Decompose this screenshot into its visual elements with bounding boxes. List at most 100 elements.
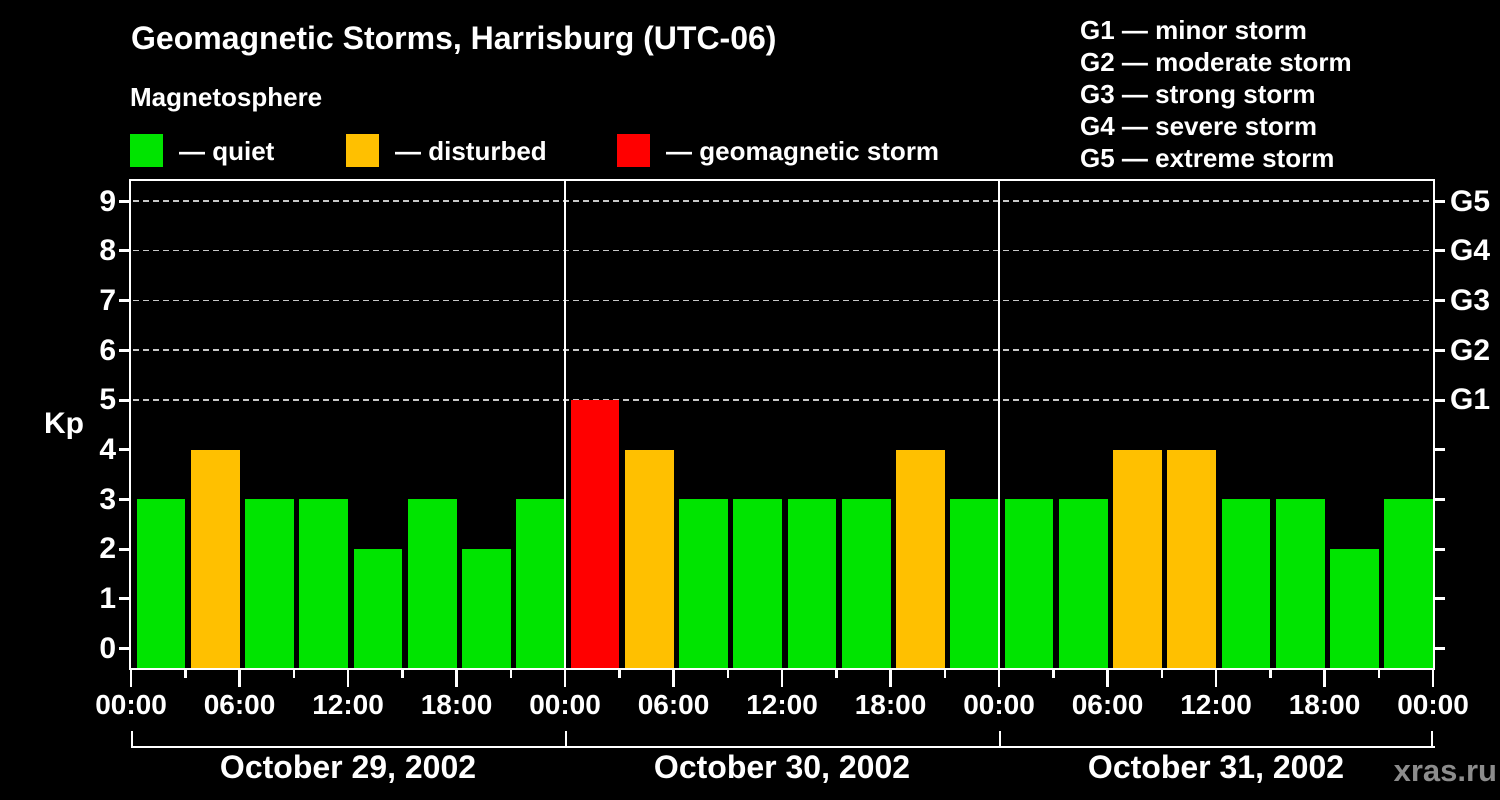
kp-bar-day2-12h-kp3 — [787, 499, 837, 668]
y-tick-right-kp6 — [1435, 348, 1445, 352]
y-tick-right-kp2 — [1435, 547, 1445, 551]
x-tick-minor — [1377, 670, 1380, 678]
day-bracket-line — [131, 746, 1435, 748]
x-tick-label-20: 12:00 — [1180, 689, 1252, 721]
right-axis-label-g5: G5 — [1450, 184, 1491, 218]
kp-bar-day1-21h-kp3 — [516, 499, 565, 668]
x-tick-major — [889, 670, 892, 687]
plot-border-top — [129, 179, 1435, 181]
day-label-1: October 29, 2002 — [219, 749, 477, 786]
x-tick-label-4: 12:00 — [312, 689, 384, 721]
kp-bar-day3-21h-kp3 — [1384, 499, 1433, 668]
right-axis-label-g4: G4 — [1450, 234, 1491, 268]
right-axis-label-g1: G1 — [1450, 383, 1491, 417]
kp-bar-day3-15h-kp3 — [1275, 499, 1325, 668]
y-tick-right-kp1 — [1435, 597, 1445, 601]
y-axis-title: Kp — [44, 407, 84, 441]
day-bracket-tick — [565, 731, 567, 746]
kp-bar-day2-6h-kp3 — [679, 499, 728, 668]
x-tick-label-6: 18:00 — [420, 689, 493, 721]
legend-swatch-storm — [617, 134, 650, 167]
x-tick-major — [129, 670, 133, 687]
y-tick-left-kp1 — [119, 597, 129, 601]
day-label-3: October 31, 2002 — [1087, 749, 1345, 786]
day-separator — [998, 181, 1000, 668]
x-tick-label-22: 18:00 — [1288, 689, 1361, 721]
chart-subtitle: Magnetosphere — [130, 82, 323, 113]
x-tick-minor — [1052, 670, 1055, 678]
x-tick-label-12: 12:00 — [746, 689, 818, 721]
y-tick-label-kp9: 9 — [99, 184, 116, 218]
y-tick-label-kp0: 0 — [99, 631, 116, 665]
x-tick-major — [780, 670, 784, 687]
x-tick-label-2: 06:00 — [203, 689, 276, 721]
x-tick-label-8: 00:00 — [529, 689, 601, 721]
legend-swatch-disturbed — [346, 134, 379, 167]
y-tick-left-kp4 — [119, 448, 129, 452]
gscale-legend-g1: G1 — minor storm — [1080, 14, 1307, 45]
x-tick-major — [563, 670, 567, 687]
gscale-legend-g5: G5 — extreme storm — [1080, 142, 1335, 173]
gridline-kp6 — [133, 349, 1433, 351]
gridline-kp8 — [133, 249, 1433, 252]
y-tick-right-kp7 — [1435, 299, 1445, 303]
plot-border-right — [1433, 179, 1435, 670]
y-tick-right-kp4 — [1435, 448, 1445, 452]
x-tick-major — [238, 670, 241, 687]
kp-bar-day1-12h-kp2 — [353, 549, 403, 668]
x-tick-label-24: 00:00 — [1397, 689, 1469, 721]
kp-bar-day2-21h-kp3 — [950, 499, 999, 668]
y-tick-left-kp0 — [119, 647, 129, 650]
watermark: xras.ru — [1393, 752, 1497, 788]
x-tick-major — [1323, 670, 1326, 687]
y-tick-right-kp8 — [1435, 249, 1445, 253]
y-tick-left-kp3 — [119, 497, 129, 501]
x-tick-minor — [509, 670, 512, 678]
x-tick-label-14: 18:00 — [854, 689, 927, 721]
x-tick-label-18: 06:00 — [1071, 689, 1144, 721]
x-tick-minor — [835, 670, 838, 678]
x-tick-label-0: 00:00 — [95, 689, 167, 721]
plot-border-left — [129, 179, 131, 670]
y-tick-left-kp8 — [119, 249, 129, 253]
y-tick-label-kp7: 7 — [99, 283, 116, 317]
legend-label-disturbed: — disturbed — [395, 135, 547, 166]
kp-bar-day1-6h-kp3 — [245, 499, 294, 668]
y-tick-left-kp5 — [119, 398, 129, 402]
day-label-2: October 30, 2002 — [653, 749, 911, 786]
y-tick-label-kp1: 1 — [99, 582, 116, 616]
day-separator — [564, 181, 566, 668]
x-tick-major — [1214, 670, 1218, 687]
kp-bar-day1-3h-kp4 — [190, 449, 240, 668]
kp-bar-day3-18h-kp2 — [1330, 549, 1379, 668]
x-tick-major — [346, 670, 350, 687]
gscale-legend-g2: G2 — moderate storm — [1080, 46, 1352, 77]
kp-bar-day2-3h-kp4 — [624, 449, 674, 668]
kp-bar-day2-0h-kp5 — [570, 400, 620, 668]
x-tick-label-16: 00:00 — [963, 689, 1035, 721]
kp-bar-day2-15h-kp3 — [841, 499, 891, 668]
y-tick-left-kp6 — [119, 348, 129, 352]
x-tick-major — [1106, 670, 1109, 687]
gridline-kp5 — [133, 399, 1433, 401]
kp-bar-day2-18h-kp4 — [896, 449, 945, 668]
gridline-kp7 — [133, 299, 1433, 302]
x-tick-minor — [1269, 670, 1272, 678]
y-tick-label-kp8: 8 — [99, 234, 116, 268]
day-bracket-tick — [131, 731, 133, 746]
x-tick-minor — [184, 670, 187, 678]
x-tick-major — [997, 670, 1001, 687]
kp-bar-day3-12h-kp3 — [1221, 499, 1271, 668]
y-tick-right-kp3 — [1435, 497, 1445, 501]
kp-bar-day1-0h-kp3 — [136, 499, 186, 668]
x-tick-label-10: 06:00 — [637, 689, 710, 721]
right-axis-label-g2: G2 — [1450, 333, 1491, 367]
y-tick-label-kp5: 5 — [99, 383, 116, 417]
x-tick-minor — [943, 670, 946, 678]
y-tick-label-kp4: 4 — [99, 433, 116, 466]
x-tick-major — [672, 670, 675, 687]
kp-bar-day1-18h-kp2 — [462, 549, 511, 668]
y-tick-right-kp9 — [1435, 199, 1445, 203]
kp-bar-day3-9h-kp4 — [1167, 449, 1216, 668]
